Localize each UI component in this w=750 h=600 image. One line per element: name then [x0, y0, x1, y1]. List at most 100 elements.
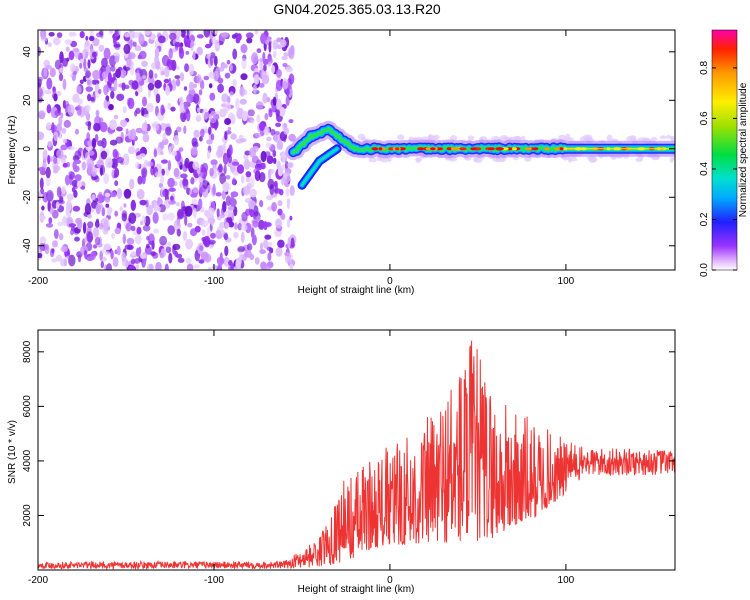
noise-blob [122, 153, 130, 166]
noise-blob [251, 52, 259, 65]
noise-blob [171, 150, 177, 157]
noise-blob [208, 207, 215, 216]
noise-blob [85, 36, 89, 41]
noise-blob [61, 127, 67, 134]
noise-blob [62, 100, 67, 109]
noise-blob [70, 228, 74, 236]
noise-blob [200, 128, 205, 138]
noise-blob [224, 131, 228, 141]
noise-blob [86, 77, 93, 88]
noise-blob [190, 177, 195, 185]
noise-blob [228, 221, 235, 228]
noise-blob [88, 35, 95, 42]
noise-blob [51, 122, 55, 134]
noise-blob [220, 32, 229, 38]
noise-blob [99, 164, 106, 176]
noise-blob [97, 140, 104, 147]
noise-blob [86, 132, 91, 142]
noise-blob [256, 114, 261, 123]
spectrogram-x-tick-label: -100 [204, 276, 224, 287]
noise-blob [287, 237, 291, 250]
noise-blob [253, 205, 259, 217]
noise-blob [178, 45, 184, 54]
band-halo [428, 134, 433, 139]
noise-blob [62, 78, 67, 91]
noise-blob [128, 265, 137, 270]
noise-blob [180, 30, 186, 38]
noise-blob [266, 155, 274, 164]
noise-blob [142, 133, 150, 143]
noise-blob [101, 71, 108, 79]
noise-blob [38, 78, 42, 87]
noise-blob [227, 126, 232, 132]
noise-blob [103, 47, 111, 60]
noise-blob [123, 66, 131, 71]
noise-blob [161, 168, 166, 176]
noise-blob [208, 113, 212, 121]
noise-blob [197, 172, 204, 178]
noise-blob [106, 210, 112, 216]
noise-blob [96, 32, 104, 38]
noise-blob [221, 63, 228, 69]
noise-blob [66, 200, 72, 212]
noise-blob [150, 79, 155, 84]
band-halo [357, 133, 366, 141]
noise-blob [128, 212, 137, 224]
band-halo [671, 156, 675, 160]
noise-blob [159, 141, 165, 150]
noise-blob [75, 128, 79, 135]
noise-blob [113, 114, 119, 120]
noise-blob [191, 137, 198, 147]
noise-blob [124, 32, 131, 38]
noise-blob [38, 87, 43, 98]
noise-blob [87, 59, 91, 69]
noise-blob [184, 63, 190, 73]
noise-blob [185, 257, 192, 265]
noise-blob [268, 41, 272, 53]
noise-blob [280, 213, 286, 220]
noise-blob [219, 173, 227, 185]
noise-blob [287, 162, 294, 168]
snr-ticks: -200 -100 0 100 2000 4000 6000 8000 [22, 330, 675, 586]
noise-blob [209, 92, 216, 101]
signal-peak [395, 147, 400, 151]
noise-blob [119, 206, 123, 212]
noise-blob [67, 146, 75, 151]
noise-blob [68, 223, 77, 228]
signal-peak [430, 147, 436, 151]
noise-blob [199, 79, 205, 90]
noise-blob [235, 259, 241, 269]
noise-blob [63, 258, 68, 267]
band-halo [566, 137, 574, 141]
noise-blob [205, 43, 212, 49]
band-halo [521, 135, 526, 141]
noise-blob [222, 201, 227, 213]
noise-blob [238, 134, 244, 140]
noise-blob [215, 229, 222, 239]
noise-blob [159, 66, 165, 76]
noise-blob [39, 215, 46, 221]
noise-blob [202, 108, 209, 120]
noise-blob [207, 266, 213, 270]
noise-blob [179, 101, 185, 113]
noise-blob [276, 140, 284, 151]
noise-blob [185, 109, 191, 122]
noise-blob [135, 162, 140, 169]
noise-blob [285, 95, 290, 106]
noise-blob [191, 198, 198, 206]
noise-blob [203, 30, 211, 38]
noise-blob [164, 263, 169, 270]
noise-blob [140, 106, 145, 117]
noise-blob [201, 229, 206, 236]
colorbar-label: Normalized spectral amplitude [738, 82, 749, 217]
noise-blob [59, 51, 64, 64]
noise-blob [74, 174, 82, 182]
noise-blob [84, 203, 92, 215]
noise-blob [140, 254, 146, 259]
noise-blob [46, 104, 52, 114]
noise-blob [40, 36, 48, 42]
noise-blob [183, 125, 187, 134]
noise-blob [199, 245, 204, 252]
noise-blob [171, 59, 177, 72]
